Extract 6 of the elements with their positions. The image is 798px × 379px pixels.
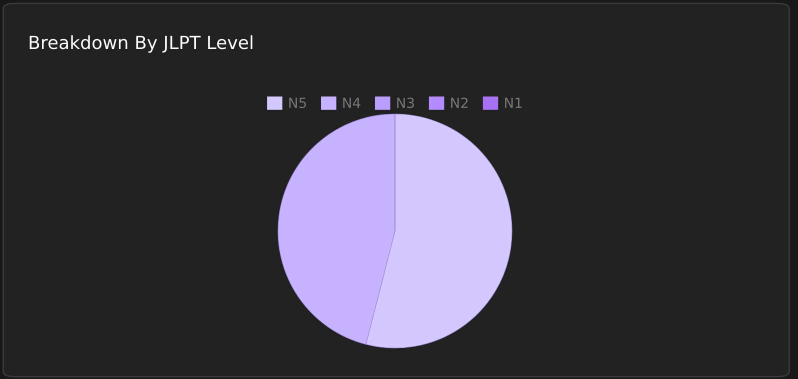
legend-label: N2 bbox=[451, 98, 468, 108]
legend-label: N5 bbox=[289, 98, 306, 108]
legend-label: N1 bbox=[505, 98, 522, 108]
chart-title: Breakdown By JLPT Level bbox=[30, 35, 252, 53]
legend-label: N3 bbox=[397, 98, 414, 108]
legend-label: N4 bbox=[343, 98, 360, 108]
